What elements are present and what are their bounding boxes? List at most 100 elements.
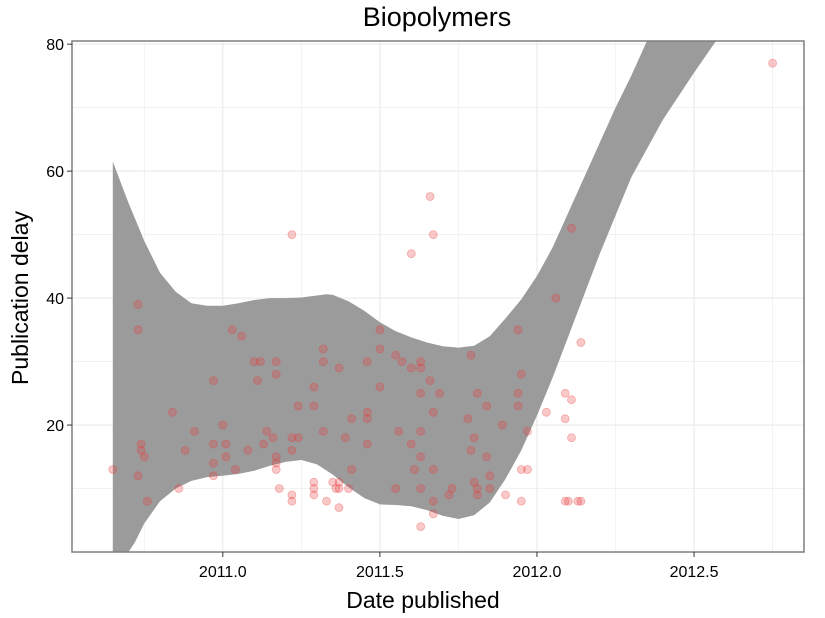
data-point: [416, 363, 426, 373]
data-point: [268, 433, 278, 443]
data-point: [322, 496, 331, 506]
data-point: [139, 452, 149, 462]
data-point: [309, 477, 319, 487]
data-point: [271, 458, 281, 468]
data-point: [347, 465, 357, 474]
data-point: [334, 477, 344, 487]
data-points: [108, 58, 777, 531]
data-point: [221, 452, 231, 462]
data-point: [428, 407, 438, 417]
data-point: [334, 484, 344, 493]
data-point: [136, 439, 146, 449]
data-point: [362, 407, 372, 417]
x-axis-ticks: 2011.0 2011.5 2012.0 2012.5: [199, 552, 719, 581]
data-point: [318, 344, 328, 354]
x-tick-label: 2012.5: [670, 564, 719, 581]
data-point: [513, 388, 523, 398]
data-point: [362, 357, 372, 367]
data-point: [227, 325, 237, 335]
data-point: [375, 344, 385, 354]
data-point: [208, 458, 218, 468]
data-point: [523, 465, 532, 474]
data-point: [482, 452, 492, 462]
data-point: [768, 58, 777, 68]
data-point: [463, 414, 473, 424]
data-point: [287, 496, 297, 506]
x-axis-title: Date published: [346, 587, 499, 613]
data-point: [136, 445, 146, 455]
data-point: [133, 299, 143, 309]
data-point: [435, 388, 445, 398]
data-point: [576, 338, 586, 347]
data-point: [271, 465, 281, 474]
data-point: [469, 433, 479, 443]
data-point: [340, 433, 350, 443]
data-point: [249, 357, 259, 367]
data-point: [416, 522, 426, 531]
data-point: [444, 490, 454, 500]
data-point: [425, 192, 435, 201]
data-point: [375, 382, 385, 392]
data-point: [542, 407, 551, 417]
data-point: [208, 439, 218, 449]
data-point: [293, 433, 303, 443]
data-point: [252, 376, 262, 386]
data-point: [406, 249, 416, 259]
data-point: [397, 357, 407, 367]
chart-title: Biopolymers: [363, 2, 512, 32]
data-point: [108, 465, 118, 474]
data-point: [416, 426, 426, 436]
data-point: [309, 401, 319, 411]
data-point: [447, 484, 457, 493]
data-point: [334, 503, 344, 513]
data-point: [391, 350, 401, 360]
y-tick-label: 80: [46, 37, 64, 54]
data-point: [501, 490, 510, 500]
data-point: [469, 477, 479, 487]
data-point: [133, 325, 143, 335]
data-point: [208, 471, 218, 481]
data-point: [362, 414, 372, 424]
data-point: [576, 496, 586, 506]
data-point: [168, 407, 177, 417]
data-point: [208, 376, 218, 386]
data-point: [416, 484, 426, 493]
data-point: [416, 452, 426, 462]
y-axis-ticks: 20 40 60 80: [46, 37, 72, 435]
data-point: [256, 357, 265, 367]
data-point: [523, 426, 532, 436]
data-point: [287, 230, 297, 240]
y-tick-label: 60: [46, 164, 64, 181]
data-point: [428, 496, 438, 506]
data-point: [309, 484, 319, 493]
data-point: [391, 484, 401, 493]
data-point: [190, 426, 199, 436]
data-point: [560, 388, 570, 398]
data-point: [560, 496, 570, 506]
data-point: [293, 401, 303, 411]
data-point: [230, 465, 240, 474]
data-point: [425, 376, 435, 386]
y-axis-title: Publication delay: [7, 211, 33, 385]
data-point: [409, 465, 419, 474]
data-point: [309, 382, 319, 392]
data-point: [243, 445, 253, 455]
data-point: [142, 496, 152, 506]
data-point: [416, 388, 426, 398]
data-point: [466, 445, 476, 455]
data-point: [428, 230, 438, 240]
data-point: [567, 433, 576, 443]
data-point: [406, 363, 416, 373]
data-point: [180, 445, 190, 455]
data-point: [485, 484, 495, 493]
data-point: [274, 484, 284, 493]
data-point: [428, 465, 438, 474]
data-point: [472, 490, 482, 500]
data-point: [375, 325, 385, 335]
data-point: [218, 420, 228, 430]
data-point: [472, 388, 482, 398]
data-point: [344, 484, 353, 493]
data-point: [271, 357, 281, 367]
data-point: [271, 369, 281, 379]
data-point: [271, 452, 281, 462]
